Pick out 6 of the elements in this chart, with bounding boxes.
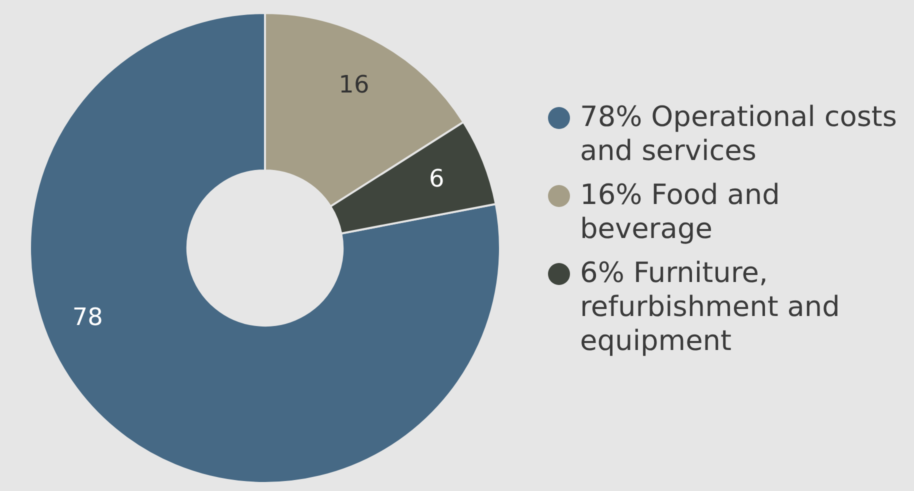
data-label: 6 [429,164,444,192]
legend-label: 78% Operational costs and services [580,100,898,168]
legend-label: 16% Food and beverage [580,178,781,246]
data-label: 16 [338,70,370,98]
data-label: 78 [72,302,103,331]
legend-label: 6% Furniture, refurbishment and equipment [580,256,841,358]
